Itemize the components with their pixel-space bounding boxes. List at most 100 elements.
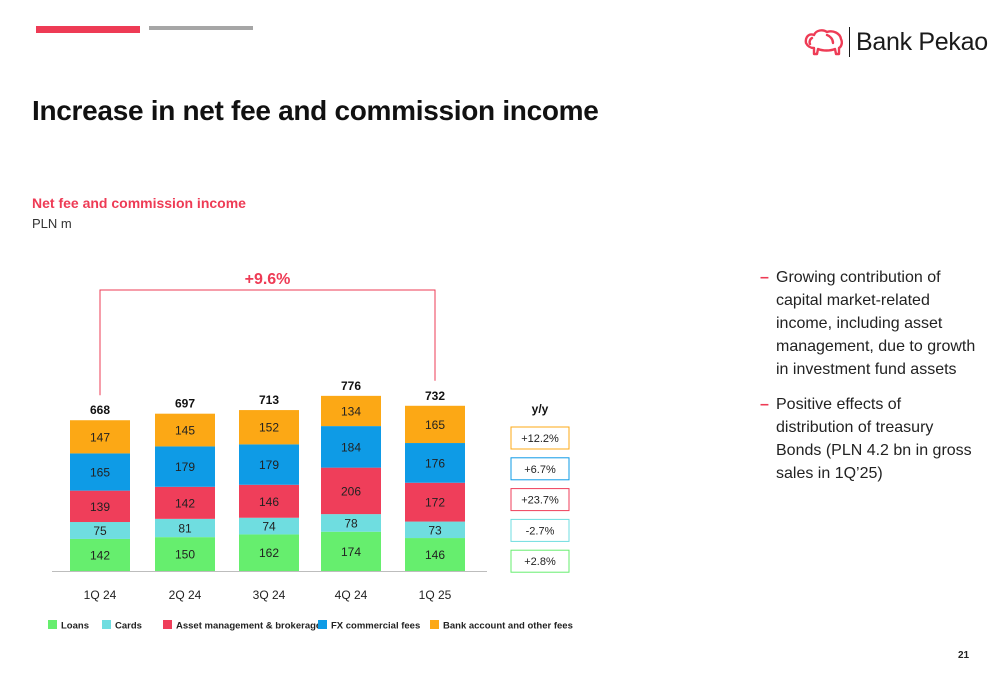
yy-box [510, 488, 570, 512]
bar-segment [155, 413, 215, 447]
yy-value: +12.2% [521, 433, 559, 445]
data-label: 179 [175, 460, 195, 474]
bullet-item: – Growing contribution of capital market… [760, 266, 980, 381]
bar-segment [321, 467, 381, 515]
data-label: 142 [175, 496, 195, 510]
category-label: 3Q 24 [253, 588, 286, 602]
data-label: 146 [425, 548, 445, 562]
category-label: 1Q 25 [419, 588, 452, 602]
data-label: 147 [90, 430, 110, 444]
data-label: 172 [425, 496, 445, 510]
growth-bracket [99, 289, 436, 396]
legend-swatch [48, 620, 57, 629]
bar-segment [405, 443, 465, 483]
data-label: 81 [178, 522, 192, 536]
growth-label: +9.6% [245, 271, 291, 288]
data-label: 145 [175, 424, 195, 438]
bar-segment [155, 446, 215, 487]
total-label: 732 [425, 389, 445, 403]
bar-segment [70, 420, 130, 454]
data-label: 174 [341, 545, 361, 559]
data-label: 73 [428, 523, 442, 537]
data-label: 142 [90, 548, 110, 562]
bar-segment [405, 405, 465, 444]
data-label: 165 [425, 418, 445, 432]
legend-label: Asset management & brokerage [176, 621, 321, 632]
bar-segment [155, 518, 215, 538]
bar-segment [405, 482, 465, 522]
category-label: 2Q 24 [169, 588, 202, 602]
bullet-text: Growing contribution of capital market-r… [776, 269, 976, 378]
bullet-item: – Positive effects of distribution of tr… [760, 393, 980, 485]
yy-box [510, 549, 570, 573]
data-label: 74 [262, 520, 276, 534]
chart-title: Net fee and commission income [32, 195, 246, 211]
bullet-text: Positive effects of distribution of trea… [776, 396, 972, 482]
legend-swatch [318, 620, 327, 629]
bar-segment [239, 517, 299, 535]
category-label: 4Q 24 [335, 588, 368, 602]
bar-segment [239, 534, 299, 571]
data-label: 176 [425, 456, 445, 470]
bar-segment [155, 537, 215, 571]
data-label: 75 [93, 524, 107, 538]
header-grey-bar [149, 26, 253, 30]
total-label: 713 [259, 393, 279, 407]
data-label: 179 [259, 458, 279, 472]
commentary-list: – Growing contribution of capital market… [760, 266, 980, 497]
yy-header: y/y [532, 402, 549, 416]
bank-logo: Bank Pekao [803, 26, 988, 58]
yy-box [510, 457, 570, 481]
legend-swatch [102, 620, 111, 629]
legend-label: Loans [61, 621, 89, 632]
data-label: 146 [259, 495, 279, 509]
yy-box [510, 426, 570, 450]
data-label: 150 [175, 548, 195, 562]
data-label: 184 [341, 440, 361, 454]
bar-segment [405, 521, 465, 539]
legend-label: FX commercial fees [331, 621, 420, 632]
yy-value: +6.7% [524, 464, 556, 476]
legend-swatch [163, 620, 172, 629]
data-label: 78 [344, 516, 358, 530]
bar-segment [155, 486, 215, 519]
bar-segment [321, 426, 381, 468]
data-label: 165 [90, 466, 110, 480]
bar-segment [405, 538, 465, 571]
bar-segment [239, 484, 299, 518]
total-label: 697 [175, 397, 195, 411]
bar-segment [321, 395, 381, 427]
bar-segment [70, 490, 130, 523]
total-label: 776 [341, 379, 361, 393]
page-number: 21 [958, 650, 970, 661]
legend-label: Cards [115, 621, 142, 632]
brand-name: Bank Pekao [856, 27, 988, 56]
yy-box [510, 518, 570, 542]
bar-segment [321, 531, 381, 571]
data-label: 134 [341, 404, 361, 418]
legend-swatch [430, 620, 439, 629]
bullet-dash: – [760, 396, 769, 413]
bar-segment [321, 514, 381, 532]
page-title: Increase in net fee and commission incom… [32, 95, 599, 126]
chart-unit: PLN m [32, 216, 72, 231]
bar-segment [70, 522, 130, 539]
bison-logo-icon [804, 29, 844, 56]
logo-divider [849, 27, 850, 57]
data-label: 206 [341, 484, 361, 498]
data-label: 152 [259, 421, 279, 435]
data-label: 139 [90, 500, 110, 514]
legend-label: Bank account and other fees [443, 621, 573, 632]
yy-value: +2.8% [524, 556, 556, 568]
bar-segment [239, 410, 299, 445]
bar-segment [239, 444, 299, 485]
yy-value: -2.7% [526, 525, 555, 537]
bullet-dash: – [760, 269, 769, 286]
header-accent-bar [36, 26, 140, 33]
category-label: 1Q 24 [84, 588, 117, 602]
yy-value: +23.7% [521, 495, 559, 507]
bar-segment [70, 453, 130, 491]
data-label: 162 [259, 546, 279, 560]
bar-segment [70, 538, 130, 571]
